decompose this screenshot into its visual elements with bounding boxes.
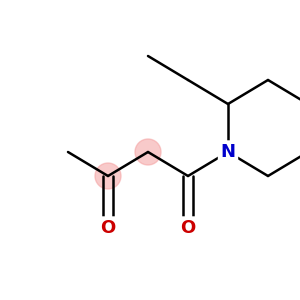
Circle shape xyxy=(135,139,161,165)
Text: N: N xyxy=(220,143,236,161)
Text: O: O xyxy=(180,219,196,237)
Circle shape xyxy=(95,163,121,189)
Text: O: O xyxy=(100,219,116,237)
